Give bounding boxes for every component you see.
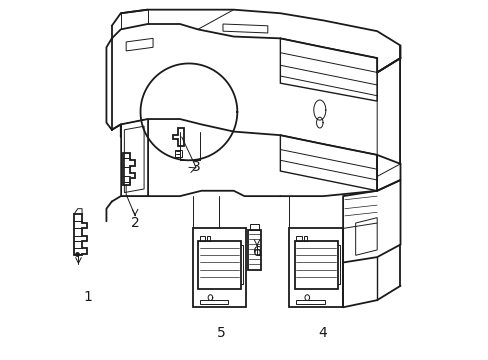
Text: 5: 5 [216, 327, 225, 341]
Text: 4: 4 [318, 327, 326, 341]
Text: 3: 3 [191, 161, 200, 175]
Text: 1: 1 [83, 289, 92, 303]
Text: 6: 6 [252, 245, 261, 259]
Text: 2: 2 [130, 216, 139, 230]
